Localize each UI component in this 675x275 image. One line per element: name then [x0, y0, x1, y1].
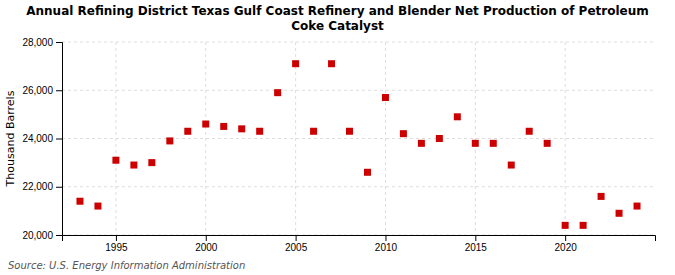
- tick-label: 24,000: [22, 133, 53, 144]
- axis-line: [56, 43, 63, 236]
- tick-mark: [56, 90, 62, 91]
- point: [148, 159, 155, 166]
- point: [256, 128, 263, 135]
- point: [130, 162, 137, 169]
- tick-mark: [56, 42, 62, 43]
- tick: 2015: [465, 235, 488, 253]
- tick-mark: [296, 235, 297, 241]
- point: [436, 135, 443, 142]
- tick: 22,000: [22, 181, 62, 192]
- grid-line: [295, 42, 296, 235]
- tick: 2010: [375, 235, 398, 253]
- point: [76, 198, 83, 205]
- tick-label: 2010: [375, 242, 398, 253]
- grid-line: [62, 186, 655, 187]
- point: [364, 169, 371, 176]
- plot-area: 1995 2000 2005 2010 2015 2020 20,000 22,000 24,0…: [22, 37, 655, 253]
- point: [310, 128, 317, 135]
- grid-line: [385, 42, 386, 235]
- tick-mark: [56, 235, 62, 236]
- point: [202, 121, 209, 128]
- tick-label: 2015: [465, 242, 488, 253]
- point: [418, 140, 425, 147]
- tick-mark: [56, 187, 62, 188]
- tick-label: 2005: [285, 242, 308, 253]
- tick-label: 1995: [105, 242, 128, 253]
- x-axis: 1995 2000 2005 2010 2015 2020: [63, 235, 656, 253]
- point: [472, 140, 479, 147]
- tick-mark: [56, 139, 62, 140]
- point: [634, 203, 641, 210]
- point: [400, 130, 407, 137]
- point: [490, 140, 497, 147]
- grid-line: [115, 42, 116, 235]
- tick: 2005: [285, 235, 308, 253]
- y-axis-title: Thousand Barrels: [4, 90, 17, 187]
- point: [616, 210, 623, 217]
- tick-label: 2020: [555, 242, 578, 253]
- tick-label: 26,000: [22, 85, 53, 96]
- point: [346, 128, 353, 135]
- grid-line: [475, 42, 476, 235]
- tick: 20,000: [22, 230, 62, 241]
- tick: 28,000: [22, 37, 62, 48]
- point: [544, 140, 551, 147]
- grid-line: [205, 42, 206, 235]
- point: [598, 193, 605, 200]
- y-axis: 20,000 22,000 24,000 26,000 28,000: [22, 37, 62, 241]
- point: [238, 125, 245, 132]
- tick-label: 28,000: [22, 37, 53, 48]
- tick: 24,000: [22, 133, 62, 144]
- point: [274, 89, 281, 96]
- tick-label: 22,000: [22, 181, 53, 192]
- title: Annual Refining District Texas Gulf Coas…: [26, 4, 649, 33]
- tick-mark: [565, 235, 566, 241]
- tick-mark: [385, 235, 386, 241]
- point: [112, 157, 119, 164]
- point: [580, 222, 587, 229]
- point: [526, 128, 533, 135]
- point: [292, 60, 299, 67]
- grid-line: [62, 90, 655, 91]
- tick-label: 2000: [195, 242, 218, 253]
- tick-mark: [206, 235, 207, 241]
- axis-line: [63, 236, 656, 242]
- tick: 1995: [105, 235, 128, 253]
- point: [94, 203, 101, 210]
- tick-mark: [475, 235, 476, 241]
- chart: 1995 2000 2005 2010 2015 2020 20,000 22,000 24,0…: [0, 0, 675, 275]
- tick: 26,000: [22, 85, 62, 96]
- point: [454, 113, 461, 120]
- point: [328, 60, 335, 67]
- grid-line: [565, 42, 566, 235]
- point: [508, 162, 515, 169]
- points: [76, 60, 640, 229]
- grid-line: [62, 138, 655, 139]
- tick: 2000: [195, 235, 218, 253]
- point: [220, 123, 227, 130]
- point: [562, 222, 569, 229]
- tick: 2020: [555, 235, 578, 253]
- grid-line: [62, 42, 655, 43]
- point: [382, 94, 389, 101]
- annotation: Source: U.S. Energy Information Administ…: [8, 260, 245, 271]
- point: [166, 137, 173, 144]
- grid: [62, 42, 655, 235]
- tick-label: 20,000: [22, 230, 53, 241]
- point: [184, 128, 191, 135]
- tick-mark: [116, 235, 117, 241]
